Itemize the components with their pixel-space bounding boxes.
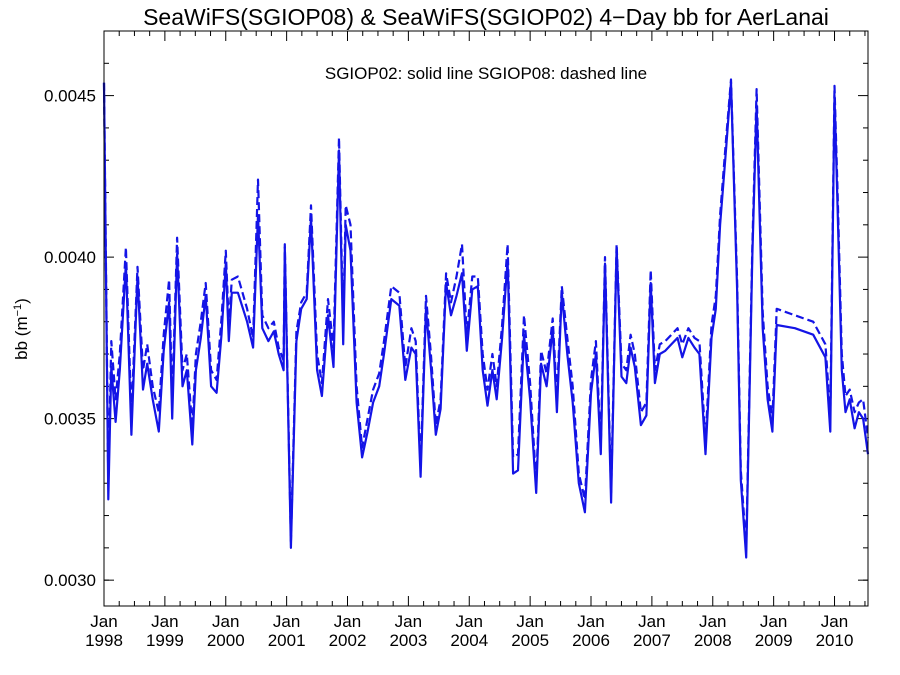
x-tick-label-month: Jan	[577, 612, 604, 631]
y-axis-label: bb (m−1)	[12, 298, 31, 360]
x-tick-label-month: Jan	[334, 612, 361, 631]
y-tick-label: 0.0030	[44, 571, 96, 590]
x-tick-label-month: Jan	[212, 612, 239, 631]
x-tick-label-year: 2001	[268, 631, 306, 650]
x-tick-label-year: 2007	[633, 631, 671, 650]
y-axis-label-close: )	[12, 298, 31, 304]
x-tick-label-year: 2010	[816, 631, 854, 650]
chart-title: SeaWiFS(SGIOP08) & SeaWiFS(SGIOP02) 4−Da…	[143, 4, 829, 30]
y-axis-label-main: bb (m	[12, 316, 31, 359]
x-tick-label-year: 2005	[511, 631, 549, 650]
x-tick-label-month: Jan	[90, 612, 117, 631]
x-tick-label-year: 2003	[389, 631, 427, 650]
x-tick-label-year: 2002	[329, 631, 367, 650]
x-tick-label-year: 2000	[207, 631, 245, 650]
x-tick-label-month: Jan	[699, 612, 726, 631]
y-axis-label-superscript: −1	[12, 304, 24, 317]
x-tick-label-month: Jan	[273, 612, 300, 631]
x-tick-label-month: Jan	[151, 612, 178, 631]
x-tick-label-year: 2008	[694, 631, 732, 650]
x-tick-label-year: 1999	[146, 631, 184, 650]
y-tick-label: 0.0045	[44, 87, 96, 106]
x-tick-label-year: 2009	[755, 631, 793, 650]
y-tick-labels: 0.0030 0.0035 0.0040 0.0045	[44, 87, 96, 591]
series-line-sgiop02	[102, 81, 870, 559]
x-tick-label-month: Jan	[638, 612, 665, 631]
x-tick-label-year: 1998	[85, 631, 123, 650]
x-tick-label-month: Jan	[760, 612, 787, 631]
x-tick-label-month: Jan	[516, 612, 543, 631]
x-tick-label-month: Jan	[821, 612, 848, 631]
y-tick-label: 0.0040	[44, 248, 96, 267]
x-tick-label-month: Jan	[456, 612, 483, 631]
x-tick-label-month: Jan	[395, 612, 422, 631]
x-tick-labels: Jan1998Jan1999Jan2000Jan2001Jan2002Jan20…	[85, 612, 853, 650]
series-layer	[102, 78, 870, 559]
y-tick-label: 0.0035	[44, 410, 96, 429]
plot-frame	[103, 30, 869, 607]
x-tick-label-year: 2006	[572, 631, 610, 650]
legend-annotation: SGIOP02: solid line SGIOP08: dashed line	[325, 64, 647, 83]
x-tick-label-year: 2004	[450, 631, 488, 650]
